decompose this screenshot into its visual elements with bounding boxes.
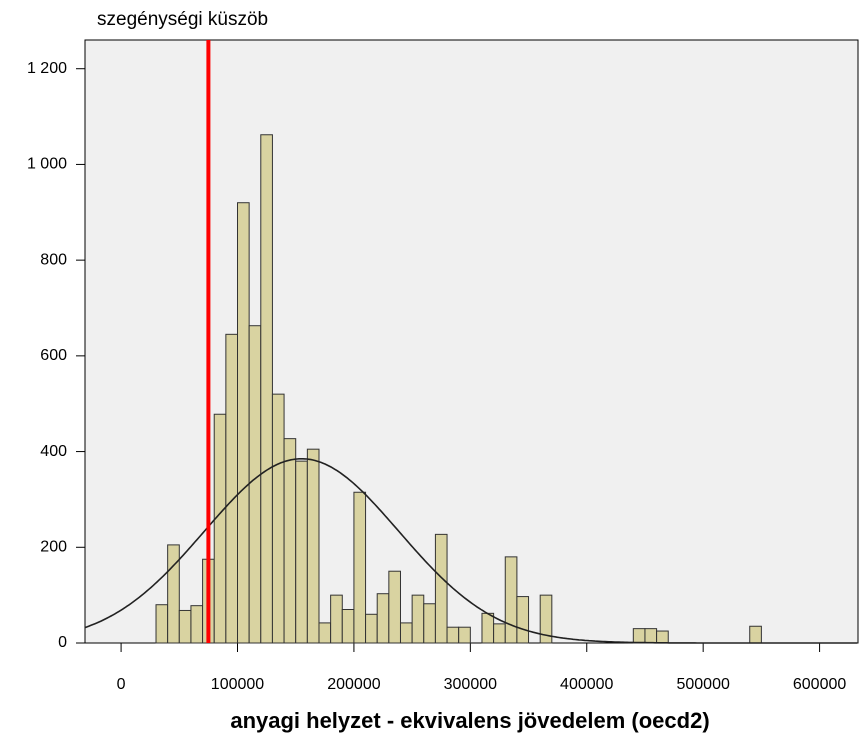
bar xyxy=(237,202,250,644)
bar xyxy=(516,596,530,644)
bar xyxy=(190,605,204,644)
bar xyxy=(388,570,401,644)
bar xyxy=(365,613,378,644)
plot-area xyxy=(84,39,859,644)
normal-curve xyxy=(84,458,857,644)
bar xyxy=(225,333,239,644)
x-tick-label: 200000 xyxy=(327,676,380,693)
x-tick-label: 100000 xyxy=(211,676,264,693)
bar xyxy=(318,622,332,644)
bar xyxy=(248,325,262,644)
bar xyxy=(504,556,518,644)
bar xyxy=(632,628,646,644)
bar xyxy=(434,533,448,644)
y-tick-label: 400 xyxy=(40,443,67,460)
bar xyxy=(155,604,169,644)
bar xyxy=(306,448,320,644)
bar xyxy=(423,603,436,644)
y-tick-label: 1 000 xyxy=(27,156,67,173)
bar xyxy=(376,593,390,644)
bar xyxy=(341,609,355,644)
bar xyxy=(167,544,180,644)
y-tick-label: 200 xyxy=(40,539,67,556)
bar xyxy=(271,393,285,644)
x-tick-label: 0 xyxy=(117,676,126,693)
x-tick-label: 600000 xyxy=(793,676,846,693)
bar xyxy=(213,413,227,644)
bar xyxy=(283,438,297,644)
bar xyxy=(399,622,413,644)
y-tick-label: 1 200 xyxy=(27,60,67,77)
bar xyxy=(481,612,495,644)
y-tick-label: 600 xyxy=(40,347,67,364)
bar xyxy=(353,491,367,644)
bar xyxy=(749,625,762,644)
x-tick-label: 500000 xyxy=(676,676,729,693)
x-axis-label: anyagi helyzet - ekvivalens jövedelem (o… xyxy=(230,708,709,733)
bar xyxy=(656,630,669,644)
bar xyxy=(446,626,460,644)
bar xyxy=(539,594,553,644)
bar xyxy=(295,460,308,644)
bar xyxy=(330,594,343,644)
bar xyxy=(493,623,506,644)
annotation: szegénységi küszöb xyxy=(97,9,268,30)
bar xyxy=(644,628,658,644)
y-tick-label: 800 xyxy=(40,251,67,268)
bar xyxy=(458,626,471,644)
x-tick-label: 300000 xyxy=(444,676,497,693)
x-tick-label: 400000 xyxy=(560,676,613,693)
bar xyxy=(411,594,425,644)
bar xyxy=(178,609,192,644)
y-tick-label: 0 xyxy=(58,634,67,651)
bar xyxy=(260,134,273,644)
